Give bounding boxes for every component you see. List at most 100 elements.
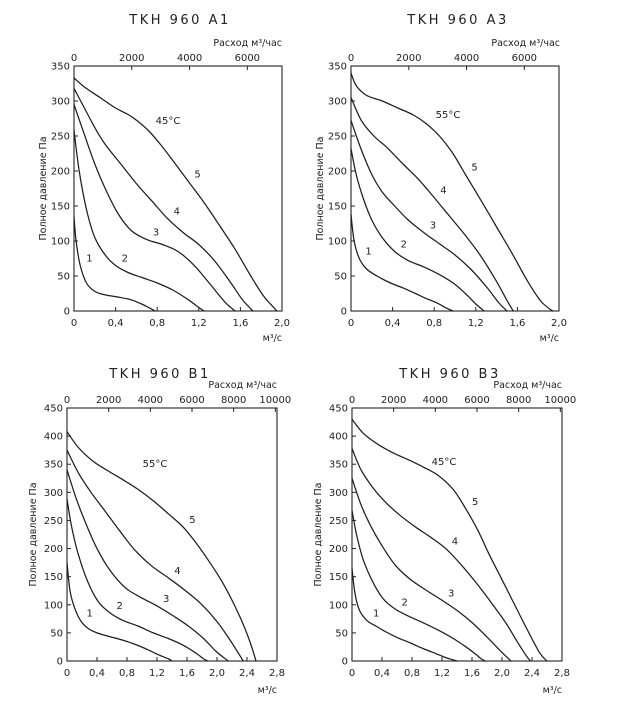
top-tick-label: 8000 bbox=[221, 395, 246, 406]
x-tick-label: 1,2 bbox=[191, 318, 207, 329]
curve-label: 2 bbox=[122, 254, 128, 265]
y-tick-label: 300 bbox=[329, 488, 348, 499]
plot-frame bbox=[66, 407, 278, 662]
x-tick-label: 2,4 bbox=[239, 668, 255, 679]
temperature-annotation: 45°C bbox=[156, 116, 181, 127]
y-tick-label: 400 bbox=[44, 432, 63, 443]
curve-label: 1 bbox=[373, 609, 379, 620]
y-tick-label: 200 bbox=[44, 544, 63, 555]
performance-curve-5 bbox=[73, 77, 278, 312]
curve-label: 4 bbox=[452, 537, 458, 548]
y-tick-label: 300 bbox=[328, 97, 347, 108]
y-tick-label: 100 bbox=[51, 237, 70, 248]
y-tick-label: 400 bbox=[329, 432, 348, 443]
temperature-annotation: 45°C bbox=[432, 457, 457, 468]
curve-label: 5 bbox=[194, 170, 200, 181]
performance-curve-5 bbox=[350, 72, 554, 312]
performance-curve-1 bbox=[66, 561, 173, 662]
top-tick-label: 2000 bbox=[381, 395, 406, 406]
x-tick-label: 1,6 bbox=[232, 318, 248, 329]
curve-label: 3 bbox=[430, 221, 436, 232]
performance-curve-3 bbox=[350, 119, 508, 312]
y-tick-label: 100 bbox=[329, 600, 348, 611]
y-tick-label: 200 bbox=[328, 167, 347, 178]
top-tick-label: 6000 bbox=[464, 395, 489, 406]
top-tick-label: 10000 bbox=[544, 395, 576, 406]
performance-curve-4 bbox=[351, 447, 532, 662]
x-tick-label: 1,2 bbox=[468, 318, 484, 329]
y-tick-label: 450 bbox=[329, 404, 348, 415]
curve-label: 3 bbox=[163, 594, 169, 605]
top-tick-label: 4000 bbox=[138, 395, 163, 406]
y-tick-label: 350 bbox=[328, 62, 347, 73]
y-tick-label: 50 bbox=[57, 272, 70, 283]
top-tick-label: 4000 bbox=[423, 395, 448, 406]
performance-curve-1 bbox=[73, 215, 156, 312]
plot-frame bbox=[350, 65, 560, 312]
y-axis-label: Полное давление Па bbox=[313, 482, 324, 586]
chart-panel: TKH 960 A1 Расход м³/час 0 0,4 0,8 1,2 1,6 2,0 0… bbox=[38, 13, 290, 344]
y-tick-label: 350 bbox=[44, 460, 63, 471]
chart-title: TKH 960 B3 bbox=[398, 367, 501, 382]
top-tick-label: 2000 bbox=[96, 395, 121, 406]
x-tick-label: 0,8 bbox=[404, 668, 420, 679]
curve-label: 1 bbox=[87, 609, 93, 620]
y-tick-label: 0 bbox=[341, 307, 347, 318]
x-tick-label: 0,4 bbox=[374, 668, 390, 679]
y-tick-label: 350 bbox=[329, 460, 348, 471]
performance-curve-2 bbox=[350, 147, 485, 312]
y-tick-label: 0 bbox=[64, 307, 70, 318]
curve-label: 5 bbox=[189, 515, 195, 526]
y-tick-label: 250 bbox=[51, 132, 70, 143]
y-tick-label: 300 bbox=[51, 97, 70, 108]
top-axis-label: Расход м³/час bbox=[491, 38, 560, 49]
y-tick-label: 450 bbox=[44, 404, 63, 415]
y-tick-label: 50 bbox=[335, 628, 348, 639]
top-axis-label: Расход м³/час bbox=[493, 380, 562, 391]
x-axis-label: м³/с bbox=[263, 333, 282, 344]
temperature-annotation: 55°C bbox=[436, 110, 461, 121]
curve-label: 5 bbox=[472, 497, 478, 508]
x-tick-label: 1,6 bbox=[179, 668, 195, 679]
top-tick-label: 10000 bbox=[259, 395, 291, 406]
y-tick-label: 150 bbox=[329, 572, 348, 583]
y-tick-label: 150 bbox=[44, 572, 63, 583]
performance-curve-2 bbox=[351, 509, 487, 662]
x-tick-label: 0,4 bbox=[89, 668, 105, 679]
chart-panel: TKH 960 A3 Расход м³/час 0 0,4 0,8 1,2 1,6 2,0 0… bbox=[315, 13, 567, 344]
top-axis-label: Расход м³/час bbox=[208, 380, 277, 391]
performance-curve-5 bbox=[351, 418, 548, 662]
y-axis-label: Полное давление Па bbox=[315, 136, 326, 240]
curve-label: 4 bbox=[440, 186, 446, 197]
top-tick-label: 8000 bbox=[506, 395, 531, 406]
x-tick-label: 2,0 bbox=[209, 668, 225, 679]
top-axis-label: Расход м³/час bbox=[213, 38, 282, 49]
y-tick-label: 50 bbox=[50, 628, 63, 639]
y-tick-label: 300 bbox=[44, 488, 63, 499]
curve-label: 1 bbox=[365, 247, 371, 258]
curve-label: 2 bbox=[402, 597, 408, 608]
performance-curve-2 bbox=[66, 498, 209, 662]
plot-frame bbox=[351, 407, 563, 662]
x-tick-label: 1,2 bbox=[149, 668, 165, 679]
curve-label: 4 bbox=[174, 566, 180, 577]
top-tick-label: 6000 bbox=[235, 53, 260, 64]
y-tick-label: 350 bbox=[51, 62, 70, 73]
top-tick-label: 6000 bbox=[179, 395, 204, 406]
x-tick-label: 1,6 bbox=[509, 318, 525, 329]
curve-label: 5 bbox=[471, 163, 477, 174]
performance-curve-4 bbox=[73, 87, 254, 312]
curve-label: 4 bbox=[174, 207, 180, 218]
curve-label: 1 bbox=[86, 254, 92, 265]
top-tick-label: 0 bbox=[64, 395, 70, 406]
x-tick-label: 1,6 bbox=[464, 668, 480, 679]
x-tick-label: 2,0 bbox=[274, 318, 290, 329]
x-tick-label: 1,2 bbox=[434, 668, 450, 679]
y-tick-label: 150 bbox=[51, 202, 70, 213]
y-tick-label: 250 bbox=[44, 516, 63, 527]
performance-curve-2 bbox=[73, 129, 205, 312]
performance-curve-3 bbox=[73, 103, 236, 312]
y-tick-label: 50 bbox=[334, 272, 347, 283]
